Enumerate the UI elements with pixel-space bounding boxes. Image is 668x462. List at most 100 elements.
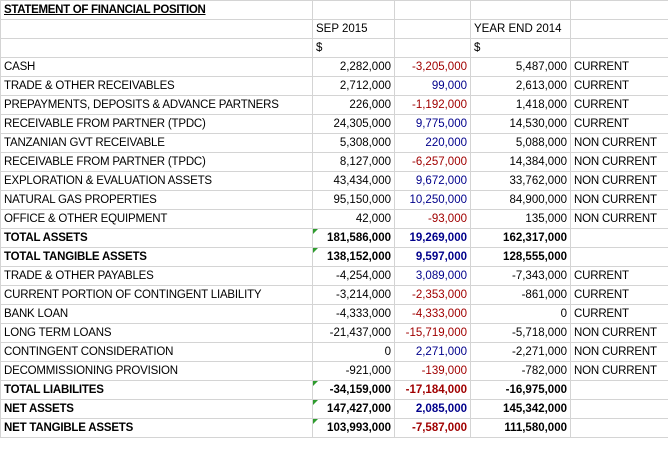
change-value[interactable]: -7,587,000 [394, 418, 471, 438]
classification[interactable] [570, 247, 668, 267]
sep2015-value[interactable]: 42,000 [312, 209, 395, 229]
change-value[interactable]: -4,333,000 [394, 304, 471, 324]
row-label[interactable]: RECEIVABLE FROM PARTNER (TPDC) [0, 152, 313, 172]
classification[interactable]: NON CURRENT [570, 361, 668, 381]
ye2014-value[interactable]: 5,088,000 [470, 133, 571, 153]
classification[interactable]: CURRENT [570, 114, 668, 134]
ye2014-value[interactable]: 84,900,000 [470, 190, 571, 210]
classification[interactable]: CURRENT [570, 76, 668, 96]
classification[interactable]: NON CURRENT [570, 190, 668, 210]
sep2015-value[interactable]: 43,434,000 [312, 171, 395, 191]
sep2015-value[interactable]: 138,152,000 [312, 247, 395, 267]
cell[interactable] [570, 38, 668, 58]
sep2015-value[interactable]: -921,000 [312, 361, 395, 381]
ye2014-value[interactable]: 162,317,000 [470, 228, 571, 248]
ye2014-value[interactable]: 1,418,000 [470, 95, 571, 115]
change-value[interactable]: 2,271,000 [394, 342, 471, 362]
sep2015-value[interactable]: 95,150,000 [312, 190, 395, 210]
change-value[interactable]: -6,257,000 [394, 152, 471, 172]
row-label[interactable]: CONTINGENT CONSIDERATION [0, 342, 313, 362]
row-label[interactable]: TOTAL TANGIBLE ASSETS [0, 247, 313, 267]
row-label[interactable]: NET TANGIBLE ASSETS [0, 418, 313, 438]
ye2014-value[interactable]: 111,580,000 [470, 418, 571, 438]
row-label[interactable]: TOTAL LIABILITES [0, 380, 313, 400]
change-value[interactable]: 99,000 [394, 76, 471, 96]
change-value[interactable]: -1,192,000 [394, 95, 471, 115]
sep2015-value[interactable]: 147,427,000 [312, 399, 395, 419]
change-value[interactable]: 9,672,000 [394, 171, 471, 191]
row-label[interactable]: TOTAL ASSETS [0, 228, 313, 248]
sep2015-value[interactable]: 8,127,000 [312, 152, 395, 172]
classification[interactable] [570, 380, 668, 400]
change-value[interactable]: 220,000 [394, 133, 471, 153]
row-label[interactable]: BANK LOAN [0, 304, 313, 324]
sep2015-value[interactable]: 24,305,000 [312, 114, 395, 134]
ye2014-value[interactable]: 135,000 [470, 209, 571, 229]
ye2014-value[interactable]: 145,342,000 [470, 399, 571, 419]
ye2014-value[interactable]: 128,555,000 [470, 247, 571, 267]
classification[interactable]: NON CURRENT [570, 342, 668, 362]
ye2014-value[interactable]: -2,271,000 [470, 342, 571, 362]
ye2014-value[interactable]: -7,343,000 [470, 266, 571, 286]
cell[interactable] [394, 19, 471, 39]
cell[interactable] [312, 0, 395, 20]
sep2015-value[interactable]: 0 [312, 342, 395, 362]
period1-header[interactable]: SEP 2015 [312, 19, 395, 39]
ye2014-value[interactable]: 33,762,000 [470, 171, 571, 191]
sep2015-value[interactable]: -21,437,000 [312, 323, 395, 343]
classification[interactable]: NON CURRENT [570, 209, 668, 229]
row-label[interactable]: RECEIVABLE FROM PARTNER (TPDC) [0, 114, 313, 134]
cell[interactable] [394, 38, 471, 58]
change-value[interactable]: 3,089,000 [394, 266, 471, 286]
change-value[interactable]: 9,597,000 [394, 247, 471, 267]
classification[interactable]: NON CURRENT [570, 323, 668, 343]
row-label[interactable]: NATURAL GAS PROPERTIES [0, 190, 313, 210]
row-label[interactable]: EXPLORATION & EVALUATION ASSETS [0, 171, 313, 191]
sep2015-value[interactable]: 181,586,000 [312, 228, 395, 248]
ye2014-value[interactable]: 14,530,000 [470, 114, 571, 134]
cell[interactable] [470, 0, 571, 20]
classification[interactable]: CURRENT [570, 285, 668, 305]
sep2015-value[interactable]: 2,712,000 [312, 76, 395, 96]
row-label[interactable]: CASH [0, 57, 313, 77]
classification[interactable]: CURRENT [570, 95, 668, 115]
ye2014-value[interactable]: 2,613,000 [470, 76, 571, 96]
row-label[interactable]: TANZANIAN GVT RECEIVABLE [0, 133, 313, 153]
row-label[interactable]: PREPAYMENTS, DEPOSITS & ADVANCE PARTNERS [0, 95, 313, 115]
row-label[interactable]: TRADE & OTHER RECEIVABLES [0, 76, 313, 96]
cell[interactable] [0, 19, 313, 39]
row-label[interactable]: CURRENT PORTION OF CONTINGENT LIABILITY [0, 285, 313, 305]
sep2015-value[interactable]: -4,333,000 [312, 304, 395, 324]
row-label[interactable]: NET ASSETS [0, 399, 313, 419]
ye2014-value[interactable]: -782,000 [470, 361, 571, 381]
sep2015-value[interactable]: 226,000 [312, 95, 395, 115]
ye2014-value[interactable]: 5,487,000 [470, 57, 571, 77]
change-value[interactable]: 2,085,000 [394, 399, 471, 419]
change-value[interactable]: 19,269,000 [394, 228, 471, 248]
change-value[interactable]: -3,205,000 [394, 57, 471, 77]
ye2014-value[interactable]: 14,384,000 [470, 152, 571, 172]
classification[interactable]: NON CURRENT [570, 152, 668, 172]
classification[interactable]: NON CURRENT [570, 133, 668, 153]
sheet-title[interactable]: STATEMENT OF FINANCIAL POSITION [0, 0, 313, 20]
sep2015-value[interactable]: 2,282,000 [312, 57, 395, 77]
ye2014-value[interactable]: 0 [470, 304, 571, 324]
period2-header[interactable]: YEAR END 2014 [470, 19, 571, 39]
classification[interactable]: CURRENT [570, 304, 668, 324]
cell[interactable] [394, 0, 471, 20]
classification[interactable]: CURRENT [570, 57, 668, 77]
change-value[interactable]: -15,719,000 [394, 323, 471, 343]
cell[interactable] [570, 0, 668, 20]
change-value[interactable]: 10,250,000 [394, 190, 471, 210]
sep2015-value[interactable]: -4,254,000 [312, 266, 395, 286]
sep2015-value[interactable]: 5,308,000 [312, 133, 395, 153]
row-label[interactable]: DECOMMISSIONING PROVISION [0, 361, 313, 381]
classification[interactable] [570, 418, 668, 438]
cell[interactable] [570, 19, 668, 39]
currency2-header[interactable]: $ [470, 38, 571, 58]
row-label[interactable]: TRADE & OTHER PAYABLES [0, 266, 313, 286]
currency1-header[interactable]: $ [312, 38, 395, 58]
change-value[interactable]: -2,353,000 [394, 285, 471, 305]
ye2014-value[interactable]: -861,000 [470, 285, 571, 305]
classification[interactable] [570, 228, 668, 248]
